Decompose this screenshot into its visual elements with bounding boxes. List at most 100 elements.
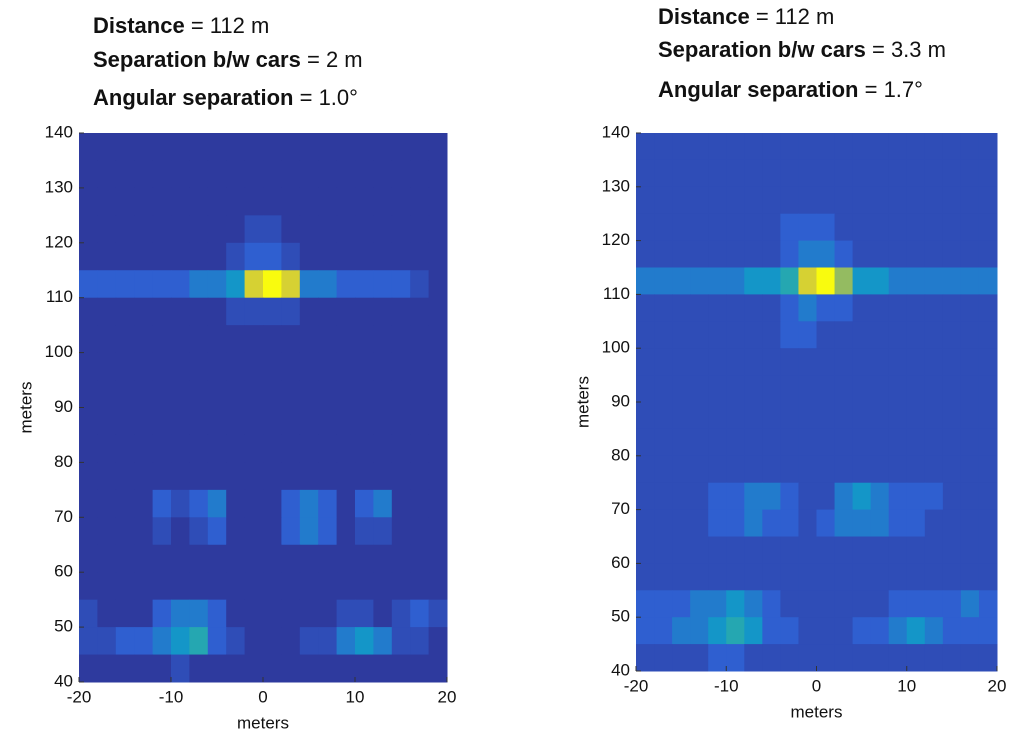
heatmap-cell [906,536,926,564]
heatmap-cell [115,133,135,161]
title-label: Angular separation [93,85,293,110]
title-line: Angular separation = 1.0° [93,85,358,110]
heatmap-cell [852,240,872,268]
heatmap-cell [906,186,926,215]
heatmap-cell [888,240,908,268]
heatmap-cell [318,572,338,601]
heatmap-cell [263,434,282,463]
heatmap-cell [852,348,872,376]
heatmap-cell [798,644,817,672]
heatmap-cell [207,297,227,326]
heatmap-cell [226,517,246,546]
heatmap-cell [244,627,264,656]
heatmap-cell [336,160,356,189]
heatmap-cell [852,536,872,564]
heatmap-cell [281,489,301,518]
heatmap-cell [762,428,781,457]
heatmap-cell [410,242,430,271]
heatmap-cell [281,133,301,161]
heatmap-cell [391,654,411,683]
heatmap-cell [852,321,872,349]
heatmap-cell [942,590,962,618]
heatmap-cell [115,325,135,354]
heatmap-cell [654,482,673,511]
y-tick-label: 110 [46,287,73,306]
heatmap-cell [636,133,655,161]
heatmap-cell [852,455,872,484]
heatmap-cell [672,267,691,295]
heatmap-cell [263,215,282,244]
heatmap-cell [780,213,799,242]
heatmap-cell [336,572,356,601]
heatmap-cell [906,455,926,484]
heatmap-cell [336,380,356,408]
heatmap-cell [189,352,209,381]
x-axis-label: meters [791,702,843,721]
heatmap-cell [189,462,209,491]
heatmap-cell [906,617,926,645]
heatmap-cell [924,402,944,430]
heatmap-cell [906,321,926,349]
x-tick-label: -20 [67,687,92,706]
y-tick-label: 100 [45,342,73,361]
title-value: = 1.7° [865,77,923,102]
heatmap-cell [852,186,872,215]
heatmap-cell [299,434,319,463]
heatmap-cell [816,186,836,215]
heatmap-cell [299,352,319,381]
heatmap-cell [924,509,944,537]
heatmap-cell [654,348,673,376]
heatmap-cell [636,213,655,242]
heatmap-cell [636,617,655,645]
heatmap-cell [410,325,430,354]
heatmap-cell [852,617,872,645]
heatmap-cell [852,267,872,295]
heatmap-cell [960,294,980,322]
heatmap-cell [834,617,854,645]
y-tick-label: 40 [611,660,630,679]
heatmap-cell [636,455,655,484]
heatmap-cell [744,375,763,403]
heatmap-cell [870,375,890,403]
heatmap-cell [690,455,709,484]
heatmap-cell [744,294,763,322]
heatmap-cell [672,563,691,591]
heatmap-cell [97,627,117,656]
heatmap-cell [79,462,98,491]
heatmap-cell [318,270,338,299]
heatmap-cell [924,590,944,618]
y-tick-label: 40 [54,671,73,690]
heatmap-cell [336,297,356,326]
heatmap-cell [924,240,944,268]
heatmap-cell [299,627,319,656]
heatmap-cell [672,186,691,215]
heatmap-cell [134,489,154,518]
heatmap-cell [744,482,763,511]
title-value: = 112 m [191,13,269,38]
heatmap-cell [410,407,430,436]
heatmap-cell [816,536,836,564]
heatmap-cell [888,213,908,242]
heatmap-cell [244,544,264,573]
heatmap-cell [115,352,135,381]
heatmap-cell [428,517,448,546]
heatmap-cell [152,242,172,271]
heatmap-cell [263,325,282,354]
heatmap-cell [171,489,190,518]
heatmap-cell [428,242,448,271]
heatmap-cell [762,375,781,403]
heatmap-cell [978,186,998,215]
heatmap-cell [207,599,227,628]
heatmap-cell [960,455,980,484]
heatmap-cell [816,133,836,161]
heatmap-cell [672,321,691,349]
heatmap-cell [263,297,282,326]
x-tick-label: -20 [624,676,649,695]
heatmap-cell [672,590,691,618]
heatmap-cell [798,186,817,215]
heatmap-cell [281,215,301,244]
heatmap-cell [726,617,745,645]
heatmap-cell [816,240,836,268]
y-tick-label: 80 [54,452,73,471]
y-axis-label: meters [573,376,592,428]
